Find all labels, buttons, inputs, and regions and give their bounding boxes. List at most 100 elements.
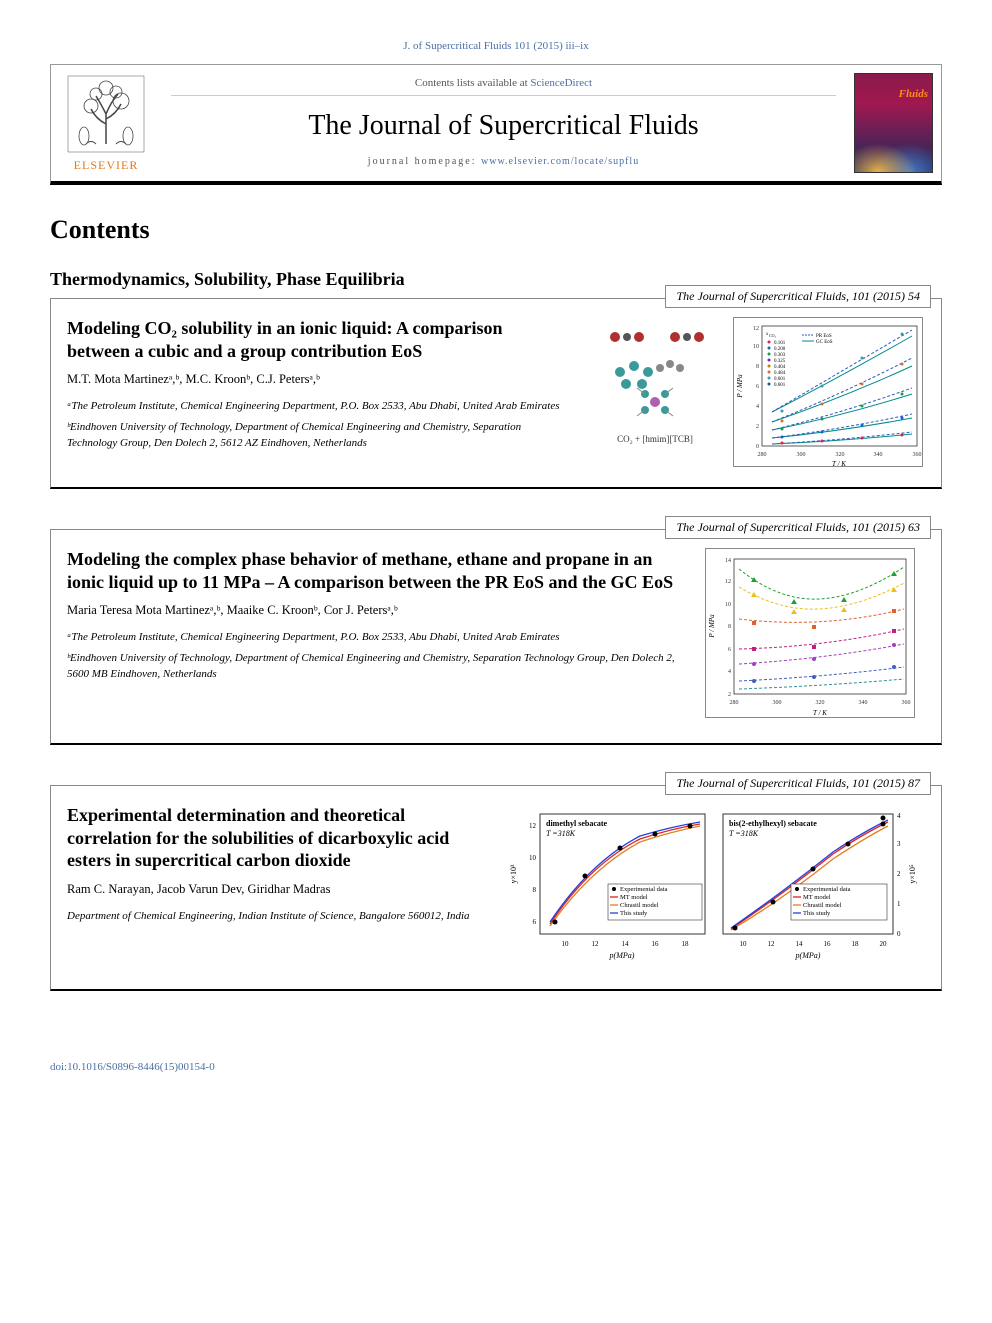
svg-text:0.404: 0.404 — [774, 365, 786, 370]
svg-text:P / MPa: P / MPa — [736, 374, 744, 399]
svg-text:y×10³: y×10³ — [509, 864, 518, 884]
molecular-graphic: CO₂ + [hmim][TCB] — [585, 317, 725, 447]
svg-text:10: 10 — [529, 854, 537, 862]
svg-text:0.484: 0.484 — [774, 371, 786, 376]
svg-text:12: 12 — [768, 940, 776, 948]
svg-text:4: 4 — [756, 404, 759, 410]
svg-text:300: 300 — [773, 700, 782, 706]
svg-text:300: 300 — [797, 452, 806, 458]
svg-text:T =318K: T =318K — [546, 829, 576, 838]
svg-text:PR EoS: PR EoS — [816, 334, 832, 339]
svg-text:14: 14 — [796, 940, 804, 948]
svg-text:12: 12 — [753, 326, 759, 332]
entry-citation: The Journal of Supercritical Fluids, 101… — [665, 516, 931, 539]
svg-text:360: 360 — [902, 700, 911, 706]
entry-title[interactable]: Modeling CO₂ solubility in an ionic liqu… — [67, 317, 569, 362]
entry-title[interactable]: Experimental determination and theoretic… — [67, 804, 489, 872]
top-citation-link[interactable]: J. of Supercritical Fluids 101 (2015) ii… — [50, 40, 942, 52]
contents-available-line: Contents lists available at ScienceDirec… — [171, 77, 836, 96]
svg-text:10: 10 — [753, 344, 759, 350]
svg-text:340: 340 — [874, 452, 883, 458]
entry-affiliation: ᵇEindhoven University of Technology, Dep… — [67, 420, 569, 451]
svg-text:y×10⁵: y×10⁵ — [908, 864, 917, 884]
journal-title: The Journal of Supercritical Fluids — [161, 110, 846, 142]
svg-text:3: 3 — [897, 840, 901, 848]
svg-text:320: 320 — [816, 700, 825, 706]
svg-text:8: 8 — [728, 624, 731, 630]
entry-citation: The Journal of Supercritical Fluids, 101… — [665, 285, 931, 308]
svg-text:8: 8 — [756, 364, 759, 370]
entry-authors: Maria Teresa Mota Martinezᵃ,ᵇ, Maaike C.… — [67, 603, 689, 618]
entry-authors: M.T. Mota Martinezᵃ,ᵇ, M.C. Kroonᵇ, C.J.… — [67, 372, 569, 387]
entry-affiliation: ᵃThe Petroleum Institute, Chemical Engin… — [67, 399, 569, 414]
svg-text:T / K: T / K — [813, 709, 827, 717]
svg-text:p(MPa): p(MPa) — [795, 951, 821, 960]
svg-text:0: 0 — [897, 930, 901, 938]
svg-text:Experimental data: Experimental data — [803, 886, 851, 893]
svg-text:bis(2-ethylhexyl) sebacate: bis(2-ethylhexyl) sebacate — [729, 819, 817, 828]
svg-text:T / K: T / K — [832, 460, 846, 467]
journal-cover-thumb — [846, 65, 941, 181]
svg-text:6: 6 — [756, 384, 759, 390]
svg-text:This study: This study — [620, 910, 648, 917]
svg-text:Chrastil model: Chrastil model — [803, 902, 842, 909]
entry-affiliation: ᵃThe Petroleum Institute, Chemical Engin… — [67, 630, 689, 645]
svg-text:0: 0 — [756, 444, 759, 450]
svg-text:P / MPa: P / MPa — [708, 614, 716, 639]
svg-text:0.601: 0.601 — [774, 383, 786, 388]
svg-text:T =318K: T =318K — [729, 829, 759, 838]
svg-text:MT model: MT model — [620, 894, 648, 901]
toc-entry: The Journal of Supercritical Fluids, 101… — [50, 529, 942, 745]
svg-text:18: 18 — [682, 940, 690, 948]
entry-citation: The Journal of Supercritical Fluids, 101… — [665, 772, 931, 795]
svg-text:340: 340 — [859, 700, 868, 706]
journal-homepage-link[interactable]: www.elsevier.com/locate/supflu — [481, 156, 639, 167]
svg-text:dimethyl sebacate: dimethyl sebacate — [546, 819, 608, 828]
svg-text:2: 2 — [897, 870, 901, 878]
svg-text:p(MPa): p(MPa) — [609, 951, 635, 960]
entry-chart: 2468101214 280300320340360 T / K P / MPa — [705, 548, 915, 718]
entry-chart: dimethyl sebacate T =318K 681012 1012141… — [505, 804, 925, 964]
entry-authors: Ram C. Narayan, Jacob Varun Dev, Giridha… — [67, 882, 489, 897]
svg-text:0.200: 0.200 — [774, 347, 786, 352]
toc-entry: The Journal of Supercritical Fluids, 101… — [50, 785, 942, 991]
svg-text:20: 20 — [880, 940, 888, 948]
svg-text:0.101: 0.101 — [774, 341, 786, 346]
entry-affiliation: Department of Chemical Engineering, Indi… — [67, 909, 489, 924]
svg-text:0.601: 0.601 — [774, 377, 786, 382]
elsevier-tree-icon — [66, 74, 146, 154]
svg-text:10: 10 — [740, 940, 748, 948]
entry-title[interactable]: Modeling the complex phase behavior of m… — [67, 548, 689, 593]
svg-text:16: 16 — [652, 940, 660, 948]
svg-text:12: 12 — [592, 940, 600, 948]
svg-text:4: 4 — [728, 669, 731, 675]
contents-heading: Contents — [50, 215, 942, 245]
svg-text:MT model: MT model — [803, 894, 831, 901]
svg-text:12: 12 — [529, 822, 537, 830]
doi-link[interactable]: doi:10.1016/S0896-8446(15)00154-0 — [0, 1061, 992, 1093]
publisher-logo-block: ELSEVIER — [51, 65, 161, 181]
entry-affiliation: ᵇEindhoven University of Technology, Dep… — [67, 651, 689, 682]
toc-entry: The Journal of Supercritical Fluids, 101… — [50, 298, 942, 489]
svg-text:This study: This study — [803, 910, 831, 917]
svg-text:4: 4 — [897, 812, 901, 820]
svg-text:10: 10 — [725, 602, 731, 608]
svg-text:6: 6 — [728, 647, 731, 653]
sciencedirect-link[interactable]: ScienceDirect — [530, 77, 592, 89]
svg-text:2: 2 — [728, 692, 731, 698]
svg-text:6: 6 — [533, 918, 537, 926]
svg-text:Experimental data: Experimental data — [620, 886, 668, 893]
svg-text:CO₂: CO₂ — [769, 333, 777, 338]
figure-caption: CO₂ + [hmim][TCB] — [617, 434, 693, 444]
entry-chart: 024681012 280300320340360 T / K P / MPa … — [733, 317, 923, 467]
svg-text:2: 2 — [756, 424, 759, 430]
svg-text:280: 280 — [758, 452, 767, 458]
svg-text:Chrastil model: Chrastil model — [620, 902, 659, 909]
svg-text:0.303: 0.303 — [774, 353, 786, 358]
svg-text:0.325: 0.325 — [774, 359, 786, 364]
svg-text:GC EoS: GC EoS — [816, 340, 833, 345]
journal-homepage-line: journal homepage: www.elsevier.com/locat… — [161, 156, 846, 167]
svg-text:14: 14 — [725, 558, 731, 564]
journal-masthead: ELSEVIER Contents lists available at Sci… — [50, 64, 942, 185]
svg-text:14: 14 — [622, 940, 630, 948]
